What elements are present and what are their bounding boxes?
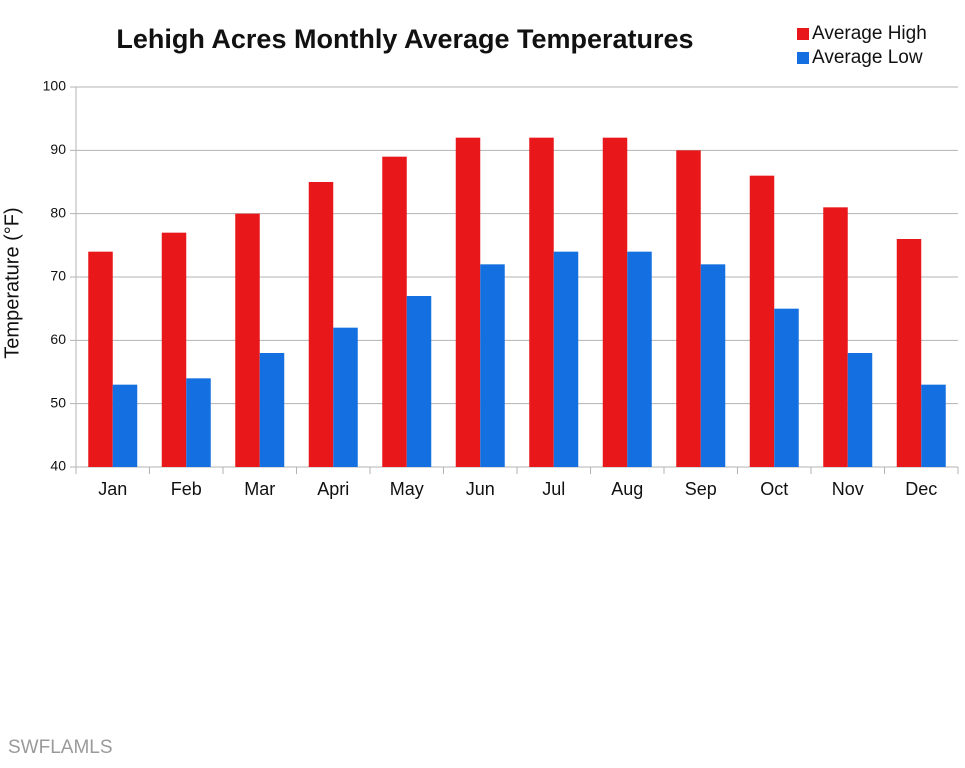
bar	[823, 207, 848, 468]
bar	[896, 239, 922, 467]
bar	[529, 137, 554, 467]
y-tick-label: 80	[50, 204, 66, 220]
bar	[382, 156, 407, 467]
x-tick-label: Jul	[542, 479, 565, 499]
bar	[235, 213, 260, 467]
legend-label: Average Low	[812, 47, 923, 68]
bar	[553, 251, 579, 467]
legend-swatch	[797, 52, 809, 64]
bar	[700, 264, 726, 467]
y-axis-label: Temperature (°F)	[1, 207, 23, 358]
bar	[333, 327, 358, 467]
bar	[847, 353, 873, 467]
y-tick-label: 40	[50, 458, 66, 474]
bar	[602, 137, 628, 467]
y-tick-label: 60	[50, 331, 66, 347]
bar	[161, 232, 187, 467]
x-tick-label: Aug	[611, 479, 643, 499]
bar	[921, 384, 946, 467]
bar	[259, 353, 285, 467]
legend-label: Average High	[812, 23, 927, 44]
bar	[308, 182, 334, 467]
x-tick-label: Dec	[905, 479, 937, 499]
x-tick-label: Jun	[466, 479, 495, 499]
bar	[749, 175, 775, 467]
chart-title: Lehigh Acres Monthly Average Temperature…	[116, 24, 693, 54]
x-tick-label: May	[390, 479, 424, 499]
x-tick-label: Mar	[244, 479, 275, 499]
bar	[88, 251, 113, 467]
x-tick-label: Nov	[832, 479, 864, 499]
x-tick-label: Sep	[685, 479, 717, 499]
bar	[480, 264, 505, 467]
bar	[676, 150, 701, 468]
y-tick-label: 50	[50, 394, 66, 410]
y-tick-label: 90	[50, 141, 66, 157]
watermark: SWFLAMLS	[8, 737, 113, 758]
x-tick-label: Jan	[98, 479, 127, 499]
bar	[774, 308, 799, 467]
bar	[186, 378, 211, 467]
y-tick-label: 70	[50, 268, 66, 284]
bar	[406, 296, 432, 467]
x-tick-label: Oct	[760, 479, 788, 499]
y-tick-label: 100	[43, 78, 67, 94]
x-tick-label: Apri	[317, 479, 349, 499]
x-tick-label: Feb	[171, 479, 202, 499]
bar	[627, 251, 652, 467]
bar	[455, 137, 481, 467]
legend-swatch	[797, 28, 809, 40]
bar	[112, 384, 138, 467]
